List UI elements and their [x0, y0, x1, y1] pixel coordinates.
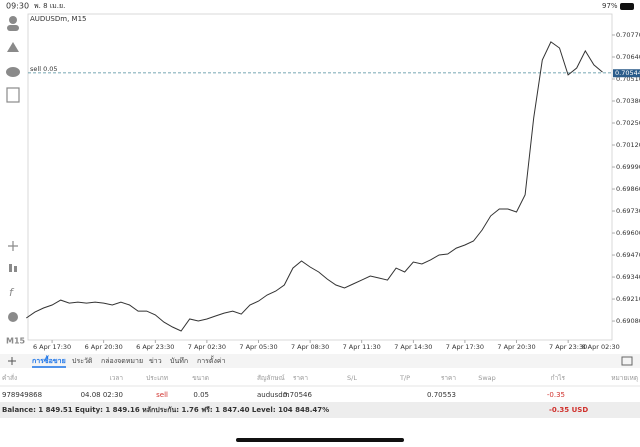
add-icon[interactable]: [8, 357, 16, 365]
balance-bar: [0, 402, 640, 418]
tab[interactable]: การซื้อขาย: [32, 354, 66, 365]
indicator-icon[interactable]: f: [9, 286, 15, 299]
x-tick-label: 7 Apr 11:30: [343, 343, 381, 351]
table-cell: 978949868: [2, 391, 42, 399]
table-header: คำสั่ง: [2, 373, 17, 382]
table-header: ขนาด: [192, 374, 209, 382]
table-header: เวลา: [109, 374, 123, 382]
balance-text: Balance: 1 849.51 Equity: 1 849.16 หลักป…: [2, 406, 329, 414]
table-header: สัญลักษณ์: [257, 374, 285, 382]
x-tick-label: 6 Apr 20:30: [85, 343, 123, 351]
account-icon-body: [7, 25, 19, 31]
tab[interactable]: การตั้งค่า: [197, 354, 226, 365]
x-tick-label: 7 Apr 23:30: [549, 343, 587, 351]
table-header: กำไร: [551, 374, 566, 382]
layout-icon[interactable]: [621, 356, 633, 366]
x-tick-label: 7 Apr 14:30: [394, 343, 432, 351]
x-tick-label: 8 Apr 02:30: [581, 343, 619, 351]
tab[interactable]: กล่องจดหมาย: [101, 357, 143, 365]
account-icon[interactable]: [9, 16, 17, 24]
x-tick-label: 7 Apr 17:30: [446, 343, 484, 351]
table-cell: -0.35: [547, 391, 565, 399]
table-cell: 04.08 02:30: [81, 391, 123, 399]
table-cell: audusdm: [257, 391, 290, 399]
y-tick-label: 0.69080: [616, 317, 640, 325]
tab[interactable]: ประวัติ: [72, 357, 93, 365]
battery-icon: [620, 3, 634, 10]
order-label: sell 0.05: [30, 65, 58, 73]
table-header: ราคา: [293, 374, 308, 382]
price-label-box: [613, 69, 640, 78]
x-tick-label: 6 Apr 23:30: [136, 343, 174, 351]
table-header: S/L: [347, 374, 357, 382]
chart-title: AUDUSDm, M15: [30, 15, 86, 23]
status-date: พ. 8 เม.ย.: [34, 2, 65, 10]
x-tick-label: 7 Apr 20:30: [497, 343, 535, 351]
chart-frame: [27, 13, 613, 341]
tab-bar: [0, 354, 640, 368]
candle-icon[interactable]: [9, 264, 12, 272]
tab[interactable]: ข่าว: [149, 357, 162, 365]
home-indicator: [236, 438, 404, 442]
new-order-icon[interactable]: [6, 87, 20, 103]
table-cell: 0.70553: [427, 391, 456, 399]
x-tick-label: 6 Apr 17:30: [33, 343, 71, 351]
trade-icon[interactable]: [7, 42, 19, 52]
table-header: T/P: [399, 374, 410, 382]
chat-icon[interactable]: [6, 67, 20, 77]
price-line: [26, 41, 603, 332]
candle-icon-2: [14, 266, 17, 272]
status-time: 09:30: [6, 2, 29, 11]
table-cell: sell: [156, 391, 168, 399]
table-header: ประเภท: [146, 374, 168, 382]
x-tick-label: 7 Apr 08:30: [291, 343, 329, 351]
table-header: ราคา: [441, 374, 456, 382]
table-header: Swap: [478, 374, 496, 382]
tab[interactable]: บันทึก: [170, 356, 188, 365]
x-tick-label: 7 Apr 02:30: [188, 343, 226, 351]
table-cell: 0.05: [193, 391, 209, 399]
table-header: หมายเหตุ: [611, 374, 638, 382]
toolbar: [0, 14, 28, 354]
objects-icon[interactable]: [8, 312, 18, 322]
price-label: 0.70544: [615, 69, 640, 77]
status-battery: 97%: [602, 2, 618, 10]
crosshair-icon[interactable]: [8, 241, 18, 251]
x-tick-label: 7 Apr 05:30: [239, 343, 277, 351]
table-cell: 0.70546: [283, 391, 312, 399]
balance-profit: -0.35 USD: [549, 406, 588, 414]
timeframe[interactable]: M15: [6, 337, 26, 346]
